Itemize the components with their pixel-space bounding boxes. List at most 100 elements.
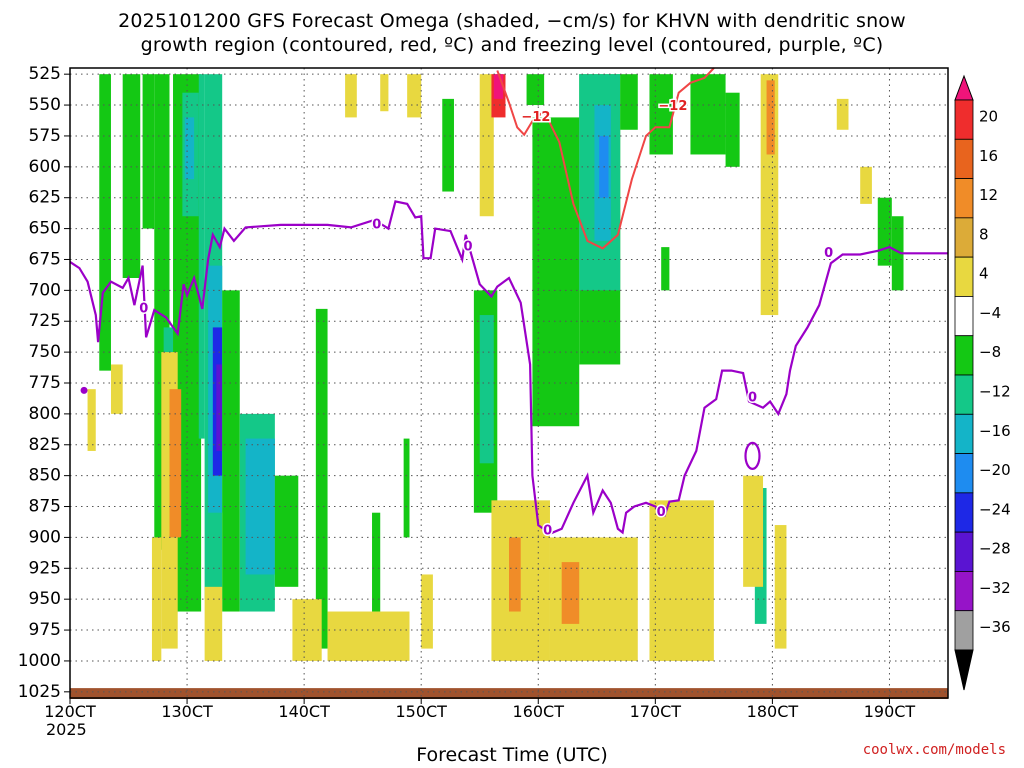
omega-shade-pos — [204, 586, 223, 661]
omega-shade-neg — [372, 512, 381, 612]
omega-shade-pos — [345, 74, 357, 118]
y-tick-label: 700 — [29, 280, 61, 300]
chart-title-line-2: growth region (contoured, red, ºC) and f… — [140, 34, 884, 56]
colorbar-label: −12 — [979, 383, 1011, 401]
colorbar-label: −16 — [979, 422, 1011, 440]
colorbar-segment — [954, 610, 974, 651]
omega-shade-neg — [122, 74, 141, 278]
omega-shade-neg — [99, 74, 111, 371]
colorbar-arrow-bottom — [954, 649, 974, 691]
colorbar-segment — [954, 374, 974, 415]
colorbar-label: −28 — [979, 540, 1011, 558]
colorbar-label: 20 — [979, 108, 998, 126]
colorbar-segment — [954, 453, 974, 494]
colorbar-segment — [954, 138, 974, 179]
colorbar-label: 16 — [979, 147, 998, 165]
ground-surface — [70, 688, 948, 699]
colorbar-segment — [954, 492, 974, 533]
x-tick-label: 130CT — [161, 702, 213, 721]
omega-shade-pos — [774, 525, 787, 649]
y-tick-label: 875 — [29, 497, 61, 517]
colorbar-segment — [954, 217, 974, 258]
y-tick-label: 975 — [29, 620, 61, 640]
omega-shade-neg — [620, 74, 638, 130]
freezing-level-label: 0 — [543, 524, 552, 539]
x-tick-label: 160CT — [513, 702, 565, 721]
omega-shade-pos — [561, 562, 580, 624]
y-tick-label: 775 — [29, 373, 61, 393]
x-tick-label: 190CT — [864, 702, 916, 721]
omega-shade-pos — [327, 611, 410, 661]
omega-shade-neg — [403, 438, 410, 538]
omega-shade-neg — [198, 74, 205, 439]
colorbar-segment — [954, 413, 974, 454]
y-tick-label: 1000 — [18, 651, 61, 671]
y-tick-label: 725 — [29, 311, 61, 331]
x-tick-label: 180CT — [747, 702, 799, 721]
y-tick-label: 925 — [29, 558, 61, 578]
y-tick-label: 1025 — [18, 682, 61, 702]
dgz-contour-label: −12 — [658, 99, 687, 114]
y-tick-label: 575 — [29, 126, 61, 146]
x-axis-year-label: 2025 — [46, 720, 87, 739]
y-tick-label: 650 — [29, 219, 61, 239]
colorbar-segment — [954, 296, 974, 337]
omega-shade-pos — [421, 574, 433, 649]
y-tick-label: 525 — [29, 64, 61, 84]
omega-shade-pos — [836, 98, 849, 130]
colorbar-label: −4 — [979, 304, 1001, 322]
omega-shade-neg — [891, 216, 904, 291]
y-tick-label: 625 — [29, 188, 61, 208]
y-tick-label: 800 — [29, 404, 61, 424]
freezing-level-label: 0 — [824, 246, 833, 261]
colorbar-segment — [954, 256, 974, 297]
omega-shade-neg — [532, 117, 580, 427]
freezing-level-label: 0 — [372, 217, 381, 232]
y-tick-label: 950 — [29, 589, 61, 609]
y-tick-label: 900 — [29, 527, 61, 547]
omega-shade-neg — [690, 74, 726, 155]
x-axis-label: Forecast Time (UTC) — [416, 744, 608, 766]
credit-text[interactable]: coolwx.com/models — [862, 742, 1006, 758]
colorbar-label: −20 — [979, 461, 1011, 479]
omega-shade-neg — [725, 92, 740, 167]
y-tick-label: 850 — [29, 466, 61, 486]
colorbar-label: −32 — [979, 579, 1011, 597]
omega-shade-neg — [442, 98, 454, 192]
omega-shade-pos — [87, 389, 96, 451]
freezing-level-label: 0 — [657, 505, 666, 520]
omega-shade-pos — [493, 74, 504, 99]
freezing-level-label: 0 — [748, 390, 757, 405]
omega-shade-pos — [860, 166, 872, 204]
y-tick-label: 600 — [29, 157, 61, 177]
omega-shade-pos — [743, 475, 764, 587]
colorbar-segment — [954, 99, 974, 140]
colorbar-label: 4 — [979, 265, 989, 283]
x-tick-label: 150CT — [395, 702, 447, 721]
omega-shade-neg — [649, 74, 673, 155]
y-tick-label: 750 — [29, 342, 61, 362]
colorbar-arrow-top — [954, 74, 974, 101]
omega-shade-neg — [245, 438, 275, 575]
colorbar-label: 12 — [979, 186, 998, 204]
colorbar-label: −36 — [979, 618, 1011, 636]
colorbar-segment — [954, 531, 974, 572]
omega-shade-neg — [222, 290, 240, 612]
dgz-minus12-contour — [496, 67, 715, 250]
omega-shade-neg — [216, 364, 223, 451]
y-tick-label: 550 — [29, 95, 61, 115]
omega-shade-pos — [380, 74, 389, 112]
chart-title-line-1: 2025101200 GFS Forecast Omega (shaded, −… — [118, 10, 906, 32]
omega-shade-neg — [142, 74, 155, 229]
omega-shade-neg — [479, 315, 494, 464]
colorbar-label: −8 — [979, 343, 1001, 361]
omega-shade-neg — [661, 247, 670, 291]
omega-shade-pos — [407, 74, 422, 118]
freezing-level-label: 0 — [139, 301, 148, 316]
x-tick-label: 120CT — [44, 702, 96, 721]
omega-shade-pos — [151, 537, 162, 661]
omega-shade-pos — [649, 500, 714, 661]
colorbar-segment — [954, 178, 974, 219]
